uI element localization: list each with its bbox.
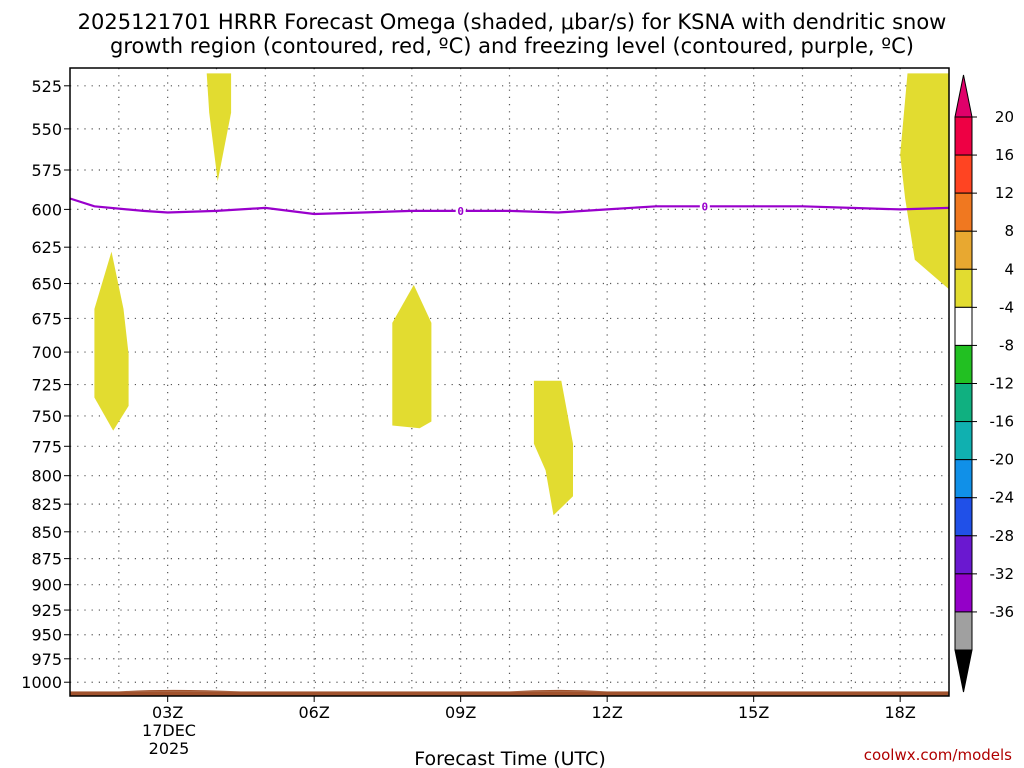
colorbar-swatch [954,192,973,232]
chart-title: 2025121701 HRRR Forecast Omega (shaded, … [78,10,947,58]
title-line-2: growth region (contoured, red, ºC) and f… [110,34,914,58]
y-tick-label: 925 [31,601,62,620]
y-tick-label: 950 [31,626,62,645]
x-tick-label: 15Z [738,703,769,722]
x-axis-title: Forecast Time (UTC) [414,748,605,768]
x-axis: 03Z 06Z 09Z 12Z 15Z 18Z [152,696,916,722]
colorbar-label: -8 [999,336,1014,354]
colorbar-swatch [954,344,973,384]
colorbar-swatch [954,306,973,346]
x-tick-label: 09Z [445,703,476,722]
freezing-level-label-bg [699,199,710,213]
colorbar-label: 16 [995,146,1014,164]
plot-frame [69,67,950,697]
y-tick-label: 525 [31,77,62,96]
colorbar-swatch [954,421,973,461]
y-tick-label: 725 [31,376,62,395]
y-tick-label: 850 [31,523,62,542]
colorbar-label: -28 [990,527,1015,545]
colorbar-label: -36 [990,603,1015,621]
omega-region [94,251,129,431]
y-tick-label: 625 [31,238,62,257]
colorbar-label: 20 [995,108,1014,126]
colorbar-label: -4 [999,298,1014,316]
omega-region [900,73,949,290]
y-tick-label: 825 [31,495,62,514]
x-date-day: 17DEC [142,721,196,740]
y-tick-label: 900 [31,576,62,595]
watermark: coolwx.com/models [864,746,1012,764]
x-tick-label: 12Z [592,703,623,722]
freezing-level-line [69,197,950,216]
x-tick-label: 06Z [299,703,330,722]
y-tick-label: 875 [31,550,62,569]
y-tick-label: 575 [31,161,62,180]
colorbar-label: -32 [990,565,1015,583]
omega-region [533,380,573,516]
colorbar-label: 8 [1004,222,1014,240]
colorbar-top-arrow [954,74,973,118]
colorbar-label: -16 [990,413,1015,431]
freezing-level-label-bg [455,203,466,217]
colorbar-swatch [954,535,973,575]
y-tick-label: 700 [31,343,62,362]
y-axis: 525 550 575 600 625 650 675 700 725 750 775 800 825 8… [21,77,70,692]
omega-region [206,73,232,182]
y-tick-label: 1000 [21,673,62,692]
colorbar-label: -20 [990,451,1015,469]
omega-region [392,284,432,429]
title-line-1: 2025121701 HRRR Forecast Omega (shaded, … [78,10,947,34]
freezing-level-label: 0 [702,200,709,213]
freezing-level-label: 0 [457,205,464,218]
colorbar-label: 4 [1004,260,1014,278]
colorbar-swatch [954,459,973,499]
colorbar-swatch [954,611,973,651]
y-tick-label: 975 [31,650,62,669]
y-tick-label: 550 [31,120,62,139]
terrain-bump [118,689,608,692]
colorbar-label: -12 [990,375,1015,393]
x-tick-label: 03Z [152,703,183,722]
colorbar-swatch [954,268,973,308]
y-tick-label: 675 [31,309,62,328]
y-tick-label: 800 [31,467,62,486]
terrain-band [70,691,949,696]
x-tick-label: 18Z [885,703,916,722]
y-tick-label: 650 [31,274,62,293]
colorbar-swatch [954,497,973,537]
colorbar: 20 16 12 8 4 -4 -8 -12 -16 -20 -24 -28 -32 -36 [954,74,1015,693]
y-tick-label: 775 [31,437,62,456]
colorbar-swatch [954,116,973,156]
colorbar-swatch [954,383,973,423]
y-tick-label: 750 [31,407,62,426]
colorbar-label: 12 [995,184,1014,202]
colorbar-label: -24 [990,489,1015,507]
y-tick-label: 600 [31,200,62,219]
colorbar-bottom-arrow [954,649,973,693]
x-date-year: 2025 [149,739,190,758]
colorbar-swatch [954,230,973,270]
colorbar-swatch [954,154,973,194]
colorbar-swatch [954,573,973,613]
